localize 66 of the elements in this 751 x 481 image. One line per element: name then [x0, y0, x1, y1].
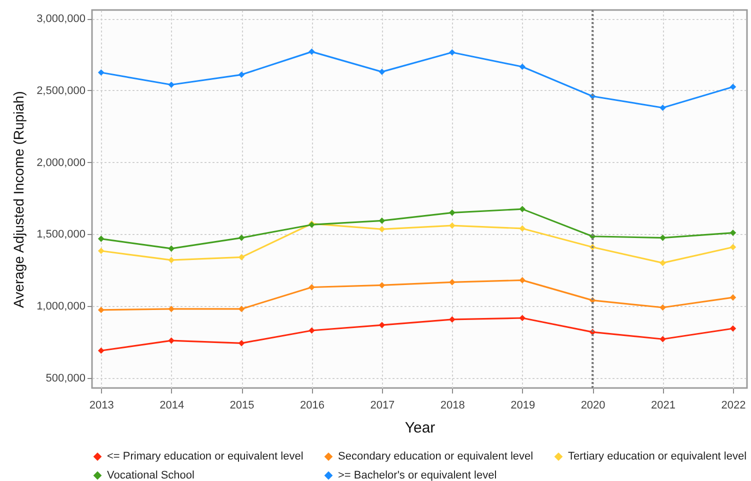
y-axis-title: Average Adjusted Income (Rupiah): [10, 91, 27, 308]
point: [660, 104, 666, 111]
x-tick-label: 2017: [370, 400, 395, 412]
point: [730, 325, 736, 332]
y-tick-label: 2,000,000: [36, 156, 86, 169]
legend-label: Secondary education or equivalent level: [338, 450, 534, 463]
point: [168, 337, 174, 344]
x-tick-label: 2019: [510, 400, 536, 412]
point: [168, 245, 174, 252]
point: [660, 304, 666, 311]
x-tick-label: 2014: [160, 400, 184, 412]
point: [98, 69, 104, 76]
point: [168, 256, 174, 264]
point: [730, 244, 736, 250]
point: [98, 248, 104, 254]
point: [448, 222, 456, 229]
point: [308, 48, 315, 55]
point: [448, 209, 456, 216]
point: [308, 327, 315, 334]
point: [448, 316, 456, 323]
point: [519, 225, 526, 232]
x-tick-label: 2018: [440, 400, 465, 412]
point: [519, 64, 526, 70]
point: [238, 254, 245, 260]
y-tick-label: 2,500,000: [36, 84, 86, 97]
x-tick-label: 2015: [230, 400, 254, 412]
point: [168, 306, 174, 312]
point: [238, 306, 245, 312]
point: [238, 234, 245, 241]
point: [98, 347, 104, 354]
point: [168, 82, 174, 88]
legend-label: Vocational School: [107, 470, 194, 481]
point: [378, 322, 386, 328]
point: [730, 84, 736, 90]
x-tick-label: 2022: [721, 400, 746, 412]
x-tick-label: 2020: [580, 400, 606, 412]
legend-label: Tertiary education or equivalent level: [568, 450, 747, 463]
point: [519, 206, 526, 212]
point: [730, 230, 736, 236]
y-tick-label: 1,000,000: [36, 300, 86, 313]
point: [378, 282, 386, 288]
point: [98, 236, 104, 242]
point: [308, 284, 315, 290]
point: [519, 314, 526, 322]
x-tick-label: 2013: [89, 400, 114, 412]
x-axis-title: Year: [404, 420, 436, 436]
x-tick-label: 2021: [651, 400, 676, 412]
point: [448, 279, 456, 286]
point: [98, 306, 104, 314]
point: [378, 68, 386, 75]
point: [238, 72, 245, 78]
point: [378, 226, 386, 232]
point: [448, 49, 456, 56]
point: [378, 218, 386, 224]
point: [660, 234, 666, 241]
point: [238, 340, 245, 346]
y-tick-label: 1,500,000: [36, 228, 86, 241]
legend-label: >= Bachelor's or equivalent level: [338, 470, 497, 481]
y-tick-label: 3,000,000: [36, 13, 86, 26]
point: [519, 277, 526, 284]
x-tick-label: 2016: [300, 400, 324, 412]
point: [660, 336, 666, 342]
y-tick-label: 500,000: [46, 372, 86, 384]
legend-label: <= Primary education or equivalent level: [107, 450, 304, 463]
point: [660, 260, 666, 266]
point: [730, 294, 736, 301]
